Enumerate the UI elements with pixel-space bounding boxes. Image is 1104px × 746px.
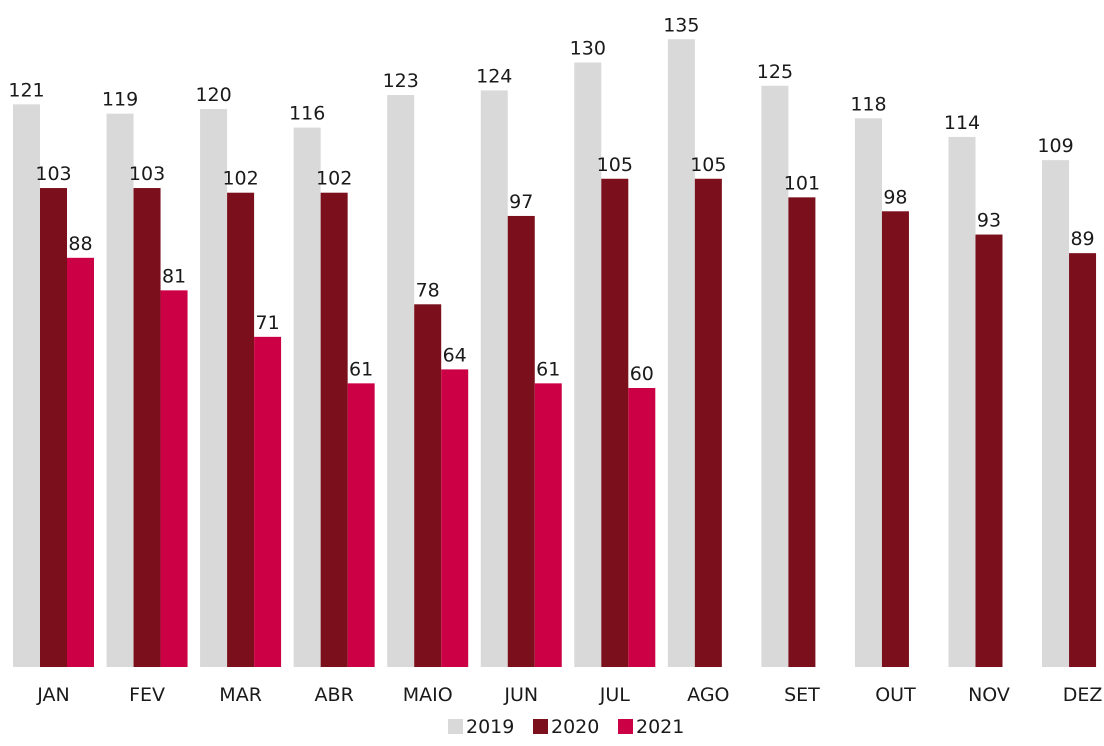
x-tick-label-dez: DEZ bbox=[1063, 684, 1103, 706]
data-label-2020-jan: 103 bbox=[35, 163, 71, 185]
legend: 2019 2020 2021 bbox=[448, 716, 684, 738]
bar-2019-abr bbox=[293, 127, 321, 668]
data-label-2021-jul: 60 bbox=[630, 363, 654, 385]
x-tick-label-jul: JUL bbox=[599, 684, 631, 706]
bar-2019-set bbox=[761, 85, 789, 667]
x-tick-label-out: OUT bbox=[875, 684, 916, 706]
data-label-2019-jan: 121 bbox=[8, 79, 44, 101]
data-label-2020-abr: 102 bbox=[316, 168, 352, 190]
bar-2020-jan bbox=[40, 188, 67, 668]
bar-2019-jul bbox=[574, 62, 602, 667]
bar-2020-fev bbox=[133, 188, 161, 668]
data-label-2021-jun: 61 bbox=[536, 358, 560, 380]
data-label-2019-jun: 124 bbox=[476, 65, 512, 87]
x-tick-label-fev: FEV bbox=[129, 684, 165, 706]
bar-2021-jun bbox=[534, 383, 562, 667]
bar-2021-jul bbox=[628, 388, 656, 667]
x-tick-label-jan: JAN bbox=[36, 684, 69, 706]
bar-2019-nov bbox=[948, 136, 976, 667]
legend-swatch-2019 bbox=[448, 719, 463, 734]
bar-2020-nov bbox=[975, 234, 1003, 668]
data-label-2021-mar: 71 bbox=[256, 312, 280, 334]
legend-label-2020: 2020 bbox=[551, 716, 599, 738]
data-label-2021-maio: 64 bbox=[443, 344, 467, 366]
data-label-2020-maio: 78 bbox=[416, 279, 440, 301]
bar-2020-set bbox=[788, 197, 816, 667]
x-tick-label-mar: MAR bbox=[219, 684, 262, 706]
bar-2019-out bbox=[854, 118, 882, 668]
x-tick-label-abr: ABR bbox=[315, 684, 354, 706]
bar-2021-jan bbox=[67, 257, 94, 667]
data-label-2019-out: 118 bbox=[850, 93, 886, 115]
data-label-2019-maio: 123 bbox=[383, 70, 419, 92]
data-label-2020-set: 101 bbox=[784, 172, 820, 194]
bar-2021-maio bbox=[441, 369, 469, 667]
bar-2019-dez bbox=[1042, 160, 1070, 667]
x-tick-label-set: SET bbox=[784, 684, 820, 706]
bar-2019-ago bbox=[667, 39, 695, 667]
data-label-2021-fev: 81 bbox=[162, 265, 186, 287]
x-tick-label-jun: JUN bbox=[503, 684, 538, 706]
bars-layer bbox=[13, 39, 1097, 668]
bar-2021-fev bbox=[160, 290, 188, 667]
x-axis: JAN FEV MAR ABR MAIO JUN JUL AGO SET OUT NOV DEZ bbox=[36, 684, 1102, 706]
x-tick-label-nov: NOV bbox=[968, 684, 1010, 706]
bar-2020-ago bbox=[694, 178, 722, 667]
data-label-2020-ago: 105 bbox=[690, 154, 726, 176]
data-label-2019-set: 125 bbox=[757, 61, 793, 83]
data-label-2019-abr: 116 bbox=[289, 103, 325, 125]
data-label-2020-out: 98 bbox=[883, 186, 907, 208]
data-label-2020-jun: 97 bbox=[509, 191, 533, 213]
data-label-2019-ago: 135 bbox=[663, 14, 699, 36]
data-label-2020-fev: 103 bbox=[129, 163, 165, 185]
bar-2020-out bbox=[881, 211, 909, 668]
data-label-2020-mar: 102 bbox=[222, 168, 258, 190]
bar-2020-jun bbox=[507, 215, 535, 667]
legend-label-2019: 2019 bbox=[466, 716, 514, 738]
bar-2020-abr bbox=[320, 192, 348, 667]
data-label-2020-jul: 105 bbox=[597, 154, 633, 176]
bar-2019-mar bbox=[200, 109, 228, 667]
bar-2019-fev bbox=[106, 113, 134, 667]
bar-2020-mar bbox=[227, 192, 255, 667]
x-tick-label-maio: MAIO bbox=[403, 684, 453, 706]
data-labels-layer: 121 103 88 119 103 81 120 102 71 116 102 61 123 78 64 1… bbox=[8, 14, 1094, 385]
bar-2021-mar bbox=[254, 336, 282, 667]
data-label-2020-dez: 89 bbox=[1070, 228, 1094, 250]
bar-2020-dez bbox=[1069, 253, 1097, 667]
data-label-2019-jul: 130 bbox=[570, 38, 606, 60]
data-label-2020-nov: 93 bbox=[977, 210, 1001, 232]
bar-2019-jun bbox=[480, 90, 508, 667]
legend-swatch-2020 bbox=[533, 719, 548, 734]
data-label-2019-mar: 120 bbox=[195, 84, 231, 106]
data-label-2019-dez: 109 bbox=[1037, 135, 1073, 157]
bar-2020-maio bbox=[414, 304, 442, 667]
data-label-2021-jan: 88 bbox=[68, 233, 92, 255]
bar-2019-jan bbox=[13, 104, 40, 668]
legend-swatch-2021 bbox=[618, 719, 633, 734]
x-tick-label-ago: AGO bbox=[687, 684, 729, 706]
bar-2021-abr bbox=[347, 383, 375, 667]
legend-label-2021: 2021 bbox=[636, 716, 684, 738]
data-label-2019-nov: 114 bbox=[944, 112, 980, 134]
bar-2019-maio bbox=[387, 95, 415, 668]
data-label-2021-abr: 61 bbox=[349, 358, 373, 380]
data-label-2019-fev: 119 bbox=[102, 89, 138, 111]
bar-2020-jul bbox=[601, 178, 629, 667]
